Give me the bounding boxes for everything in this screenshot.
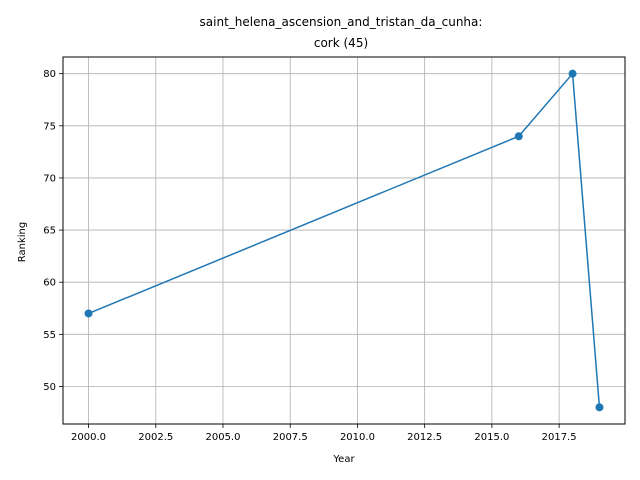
x-tick-label: 2002.5 <box>138 432 173 443</box>
x-tick-label: 2000.0 <box>71 432 106 443</box>
x-tick-label: 2010.0 <box>340 432 375 443</box>
y-axis-ticks: 50 55 60 65 70 75 80 <box>43 69 63 393</box>
y-tick-label: 50 <box>43 382 56 393</box>
grid <box>63 57 625 424</box>
x-tick-label: 2012.5 <box>407 432 442 443</box>
data-point <box>595 403 604 412</box>
x-tick-label: 2017.5 <box>542 432 577 443</box>
x-tick-label: 2015.0 <box>474 432 509 443</box>
x-axis-label: Year <box>332 454 355 465</box>
y-tick-label: 65 <box>43 226 56 237</box>
y-tick-label: 60 <box>43 278 56 289</box>
data-point <box>84 309 93 318</box>
y-axis-label: Ranking <box>17 222 28 262</box>
y-tick-label: 75 <box>43 121 56 132</box>
series-layer <box>84 69 604 412</box>
series-line <box>88 71 601 408</box>
y-tick-label: 80 <box>43 69 56 80</box>
x-axis-ticks: 2000.0 2002.5 2005.0 2007.5 2010.0 2012.5 2015… <box>71 424 577 443</box>
data-point <box>514 132 523 141</box>
y-tick-label: 55 <box>43 330 56 341</box>
y-tick-label: 70 <box>43 173 56 184</box>
plot-frame <box>62 56 626 425</box>
data-point <box>568 69 577 78</box>
x-tick-label: 2007.5 <box>273 432 308 443</box>
chart-title-line-1: saint_helena_ascension_and_tristan_da_cu… <box>200 15 483 29</box>
chart-title-line-2: cork (45) <box>314 36 368 50</box>
x-tick-label: 2005.0 <box>205 432 240 443</box>
